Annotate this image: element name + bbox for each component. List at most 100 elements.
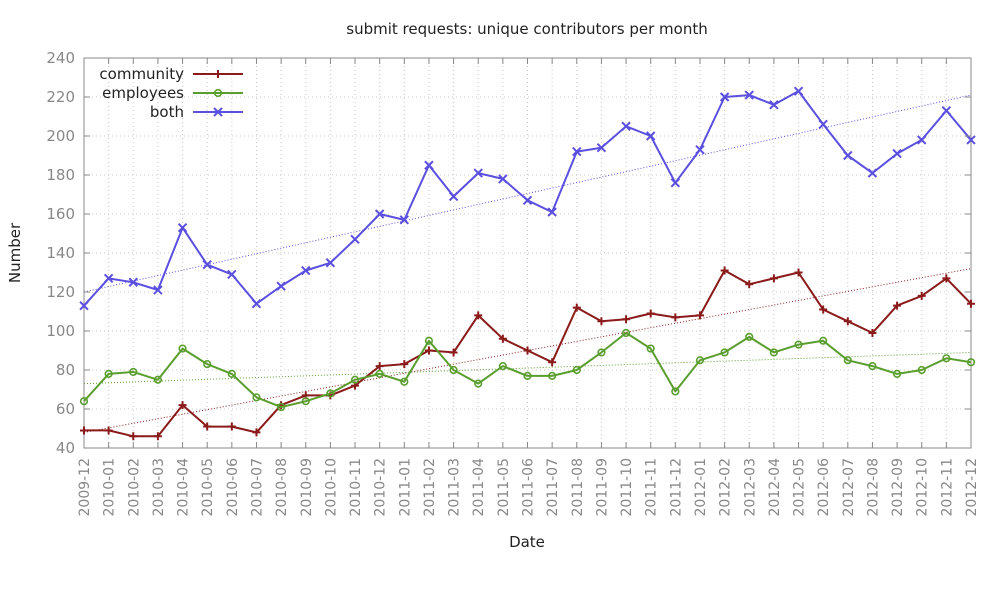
x-tick-label: 2011-11: [644, 458, 660, 517]
data-point: [646, 309, 655, 318]
data-point: [277, 402, 286, 412]
y-axis-title: Number: [6, 222, 24, 283]
data-point: [213, 88, 223, 98]
data-point: [128, 277, 138, 287]
data-point: [227, 369, 236, 379]
data-point: [769, 348, 778, 357]
data-point: [867, 168, 878, 178]
data-point: [400, 360, 409, 369]
y-tick-label: 40: [56, 439, 75, 457]
x-tick-label: 2012-12: [964, 458, 980, 517]
x-tick-label: 2011-03: [447, 458, 463, 517]
y-tick-label: 240: [46, 49, 75, 67]
x-tick-label: 2010-04: [176, 458, 192, 517]
data-point: [325, 258, 336, 268]
data-point: [942, 274, 951, 283]
x-tick-label: 2010-05: [200, 458, 216, 517]
data-point: [843, 150, 853, 161]
data-point: [695, 311, 704, 320]
data-point: [301, 265, 311, 276]
data-point: [597, 348, 606, 357]
data-point: [178, 401, 187, 410]
x-tick-label: 2012-08: [865, 458, 881, 517]
data-point: [966, 358, 976, 367]
data-point: [104, 369, 113, 379]
x-tick-label: 2010-10: [323, 458, 339, 517]
data-point: [129, 367, 138, 377]
data-point: [572, 365, 581, 375]
x-tick-label: 2012-03: [742, 458, 758, 517]
data-point: [523, 346, 532, 355]
data-point: [203, 422, 212, 431]
data-point: [917, 135, 927, 145]
data-point: [819, 305, 828, 314]
data-point: [745, 280, 754, 289]
data-point: [400, 377, 409, 386]
series-employees: [79, 328, 976, 412]
data-point: [695, 144, 705, 155]
series-community: [80, 266, 975, 441]
data-point: [129, 432, 138, 441]
x-tick-label: 2012-09: [890, 458, 906, 517]
data-point: [769, 274, 778, 283]
data-point: [350, 375, 360, 384]
y-tick-label: 60: [56, 400, 75, 418]
data-point: [843, 356, 852, 365]
x-tick-label: 2011-07: [545, 458, 561, 517]
x-tick-label: 2011-10: [619, 458, 635, 517]
data-point: [597, 317, 606, 326]
x-tick-label: 2012-05: [792, 458, 808, 517]
x-tick-label: 2010-02: [126, 458, 142, 517]
data-point: [794, 340, 803, 349]
y-tick-label: 200: [46, 127, 75, 145]
legend-label-employees: employees: [102, 84, 184, 102]
data-point: [719, 92, 730, 102]
data-point: [745, 332, 754, 341]
data-point: [720, 348, 729, 357]
x-tick-label: 2011-05: [496, 458, 512, 517]
employees-trend-line: [83, 351, 972, 385]
data-point: [103, 273, 114, 284]
data-point: [819, 336, 828, 345]
data-point: [893, 301, 902, 310]
data-point: [301, 397, 310, 406]
plot-frame: [83, 57, 972, 449]
data-point: [374, 209, 385, 219]
y-tick-label: 180: [46, 166, 75, 184]
x-tick-label: 2011-02: [422, 458, 438, 517]
data-point: [917, 291, 926, 300]
data-point: [399, 215, 410, 225]
data-point: [547, 207, 557, 217]
data-point: [424, 336, 434, 345]
data-point: [449, 365, 458, 375]
data-point: [498, 174, 508, 184]
x-tick-label: 2011-08: [570, 458, 586, 517]
x-tick-label: 2012-04: [767, 458, 783, 517]
data-point: [868, 362, 877, 371]
data-point: [572, 146, 582, 157]
x-tick-label: 2012-06: [816, 458, 832, 517]
x-tick-label: 2011-01: [397, 458, 413, 517]
data-point: [596, 142, 607, 153]
x-tick-label: 2010-03: [151, 458, 167, 517]
data-point: [622, 315, 631, 324]
data-point: [572, 303, 581, 312]
data-point: [79, 397, 89, 406]
data-point: [375, 369, 384, 379]
data-point: [621, 328, 631, 338]
y-tick-label: 220: [46, 88, 75, 106]
data-point: [720, 266, 729, 275]
data-point: [498, 362, 507, 371]
y-tick-label: 160: [46, 205, 75, 223]
data-point: [448, 191, 459, 202]
data-point: [424, 346, 433, 355]
data-point: [474, 311, 483, 320]
x-tick-label: 2011-04: [471, 458, 487, 517]
data-point: [769, 100, 779, 110]
series-both: [79, 86, 976, 311]
data-point: [213, 107, 223, 117]
x-tick-label: 2010-07: [249, 458, 265, 517]
x-tick-label: 2012-10: [915, 458, 931, 517]
